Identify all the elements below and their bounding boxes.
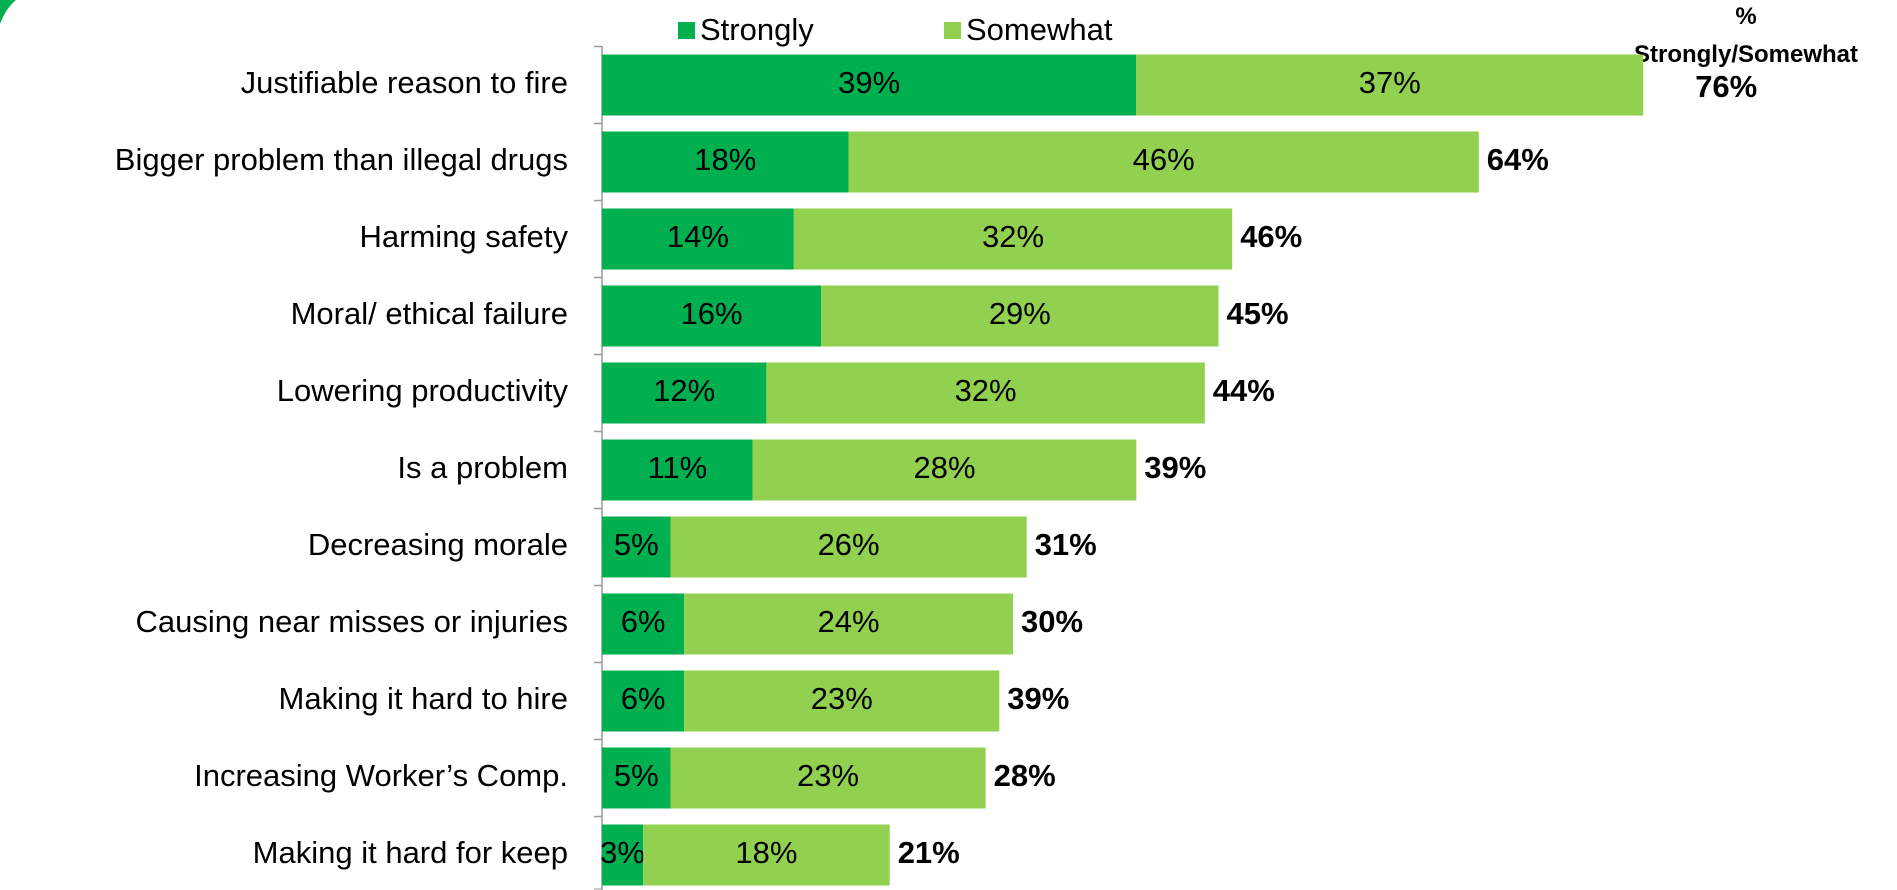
legend-swatch <box>678 22 695 39</box>
total-label: 39% <box>1144 450 1206 485</box>
bar-value-label: 14% <box>667 219 729 254</box>
bar-segment <box>602 824 644 886</box>
bar-segment <box>1136 54 1644 116</box>
bar-segment <box>821 285 1219 347</box>
bar-segment <box>602 439 753 501</box>
bar-value-label: 23% <box>797 758 859 793</box>
bar-value-label: 12% <box>653 373 715 408</box>
legend-swatch <box>944 22 961 39</box>
legend-label: Somewhat <box>966 12 1113 47</box>
category-label: Is a problem <box>397 450 568 485</box>
category-label: Justifiable reason to fire <box>241 65 568 100</box>
category-label: Making it hard to hire <box>279 681 568 716</box>
bar-value-label: 37% <box>1359 65 1421 100</box>
bar-value-label: 6% <box>621 681 666 716</box>
bar-segment <box>602 131 849 193</box>
bar-segment <box>602 516 671 578</box>
bar-value-label: 24% <box>818 604 880 639</box>
bar-value-label: 32% <box>982 219 1044 254</box>
corner-decoration <box>0 0 16 24</box>
category-label: Harming safety <box>360 219 569 254</box>
bar-segment <box>684 593 1013 655</box>
category-label: Bigger problem than illegal drugs <box>115 142 568 177</box>
bar-segment <box>766 362 1205 424</box>
legend-label: Strongly <box>700 12 814 47</box>
total-label: 30% <box>1021 604 1083 639</box>
bar-value-label: 16% <box>681 296 743 331</box>
bar-value-label: 23% <box>811 681 873 716</box>
bar-value-label: 29% <box>989 296 1051 331</box>
total-label: 31% <box>1035 527 1097 562</box>
bar-value-label: 3% <box>600 835 645 870</box>
category-label: Moral/ ethical failure <box>291 296 568 331</box>
bar-value-label: 11% <box>647 450 707 485</box>
total-label: 76% <box>1695 69 1757 104</box>
bar-value-label: 5% <box>614 527 659 562</box>
total-label: 64% <box>1487 142 1549 177</box>
bar-segment <box>670 747 986 809</box>
bar-segment <box>602 285 822 347</box>
bar-segment <box>643 824 890 886</box>
category-label: Increasing Worker’s Comp. <box>194 758 568 793</box>
bar-segment <box>602 54 1137 116</box>
bar-value-label: 28% <box>913 450 975 485</box>
bar-segment <box>752 439 1137 501</box>
total-label: 21% <box>898 835 960 870</box>
totals-header: % Strongly/Somewhat <box>1634 3 1858 68</box>
total-label: 44% <box>1213 373 1275 408</box>
total-label: 46% <box>1240 219 1302 254</box>
total-label: 28% <box>994 758 1056 793</box>
bar-segment <box>848 131 1479 193</box>
bar-value-label: 26% <box>818 527 880 562</box>
bar-segment <box>602 747 671 809</box>
bar-segment <box>602 208 794 270</box>
bar-value-label: 6% <box>621 604 666 639</box>
category-label: Causing near misses or injuries <box>136 604 568 639</box>
bar-segment <box>602 593 685 655</box>
category-label: Lowering productivity <box>277 373 569 408</box>
bar-value-label: 46% <box>1133 142 1195 177</box>
bar-segment <box>670 516 1027 578</box>
category-label: Making it hard for keep <box>253 835 568 870</box>
bar-segment <box>602 670 685 732</box>
total-label: 45% <box>1227 296 1289 331</box>
bar-segment <box>793 208 1233 270</box>
bar-value-label: 39% <box>838 65 900 100</box>
bar-value-label: 18% <box>694 142 756 177</box>
total-label: 39% <box>1007 681 1069 716</box>
category-label: Decreasing morale <box>308 527 568 562</box>
bar-value-label: 5% <box>614 758 659 793</box>
bar-segment <box>602 362 767 424</box>
bar-segment <box>684 670 1000 732</box>
bar-value-label: 32% <box>955 373 1017 408</box>
bar-value-label: 18% <box>735 835 797 870</box>
